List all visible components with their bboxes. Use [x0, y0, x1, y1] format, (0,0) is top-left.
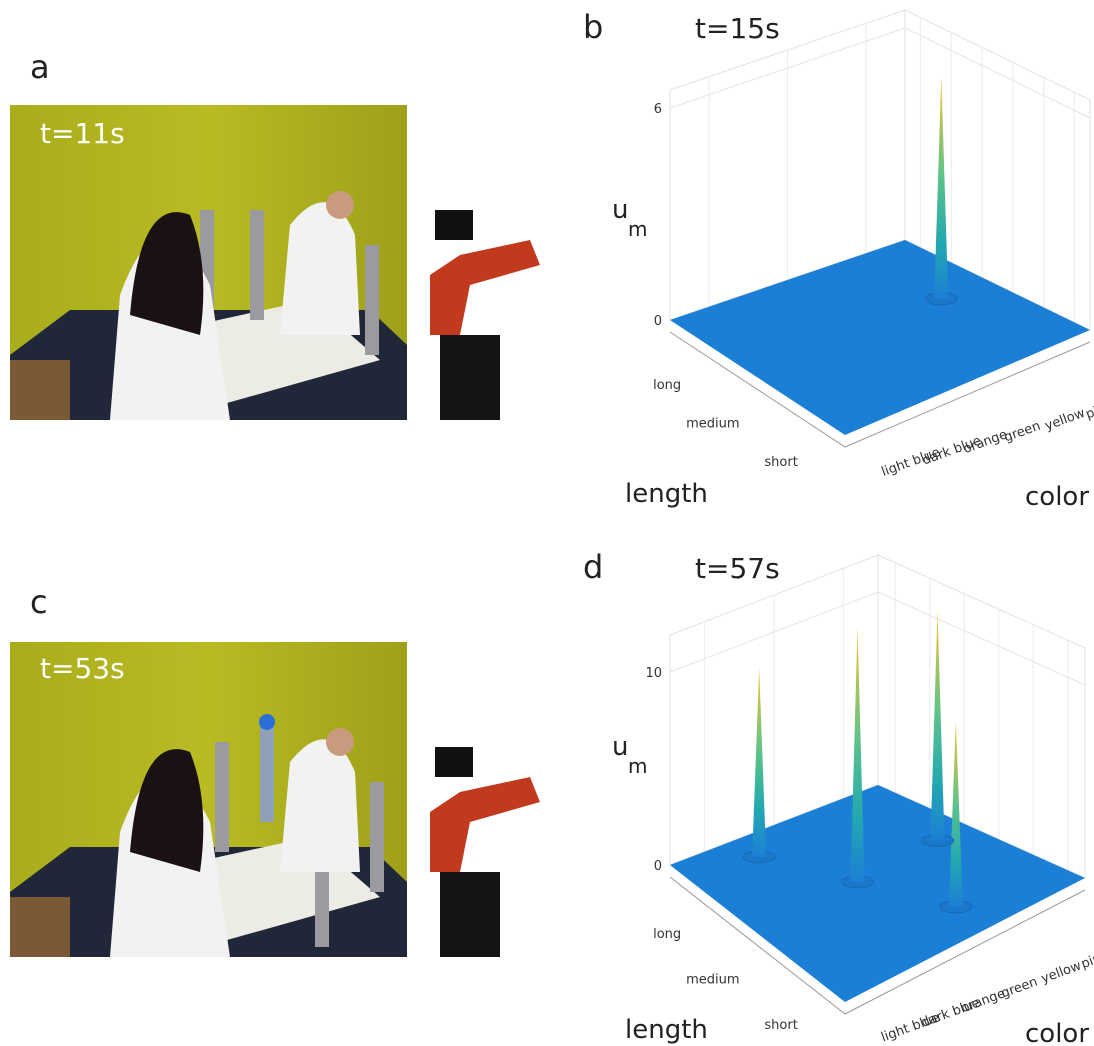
color-axis-title: color — [1025, 1019, 1089, 1046]
photo-time: t=53s — [40, 652, 125, 685]
color-tick-label: green — [1002, 419, 1042, 446]
z-label: u — [612, 195, 628, 225]
color-tick-label: yellow — [1039, 958, 1083, 986]
color-axis-title: color — [1025, 482, 1089, 512]
peak — [931, 611, 945, 841]
length-axis-title: length — [625, 479, 708, 509]
peak — [934, 76, 948, 299]
photo: t=11s — [10, 105, 540, 420]
photo: t=53s — [10, 642, 540, 957]
panel-label: d — [583, 548, 603, 586]
peak — [851, 627, 865, 882]
figure: t=11s t=53s a c 06longmediumshortlight b… — [0, 0, 1094, 1046]
color-tick-label: yellow — [1043, 406, 1087, 434]
length-tick-label: medium — [686, 973, 739, 988]
z-tick-label: 10 — [645, 666, 662, 681]
length-tick-label: long — [653, 378, 681, 393]
panel-label: c — [30, 583, 48, 621]
z-tick-label: 0 — [654, 859, 662, 874]
surface — [670, 785, 1085, 1002]
length-tick-label: long — [653, 927, 681, 942]
color-tick-label: green — [999, 974, 1039, 1001]
z-tick-label: 0 — [654, 314, 662, 329]
z-tick-label: 6 — [654, 102, 662, 117]
photo-time: t=11s — [40, 117, 125, 150]
z-label-sub: m — [628, 754, 647, 778]
panel-label: a — [30, 48, 50, 86]
peak — [752, 668, 766, 857]
panel-label: b — [583, 8, 603, 46]
length-tick-label: short — [764, 1018, 797, 1033]
panel-time: t=15s — [695, 12, 780, 45]
length-axis-title: length — [625, 1015, 708, 1045]
z-label: u — [612, 732, 628, 762]
peak — [949, 722, 963, 907]
z-label-sub: m — [628, 217, 647, 241]
length-tick-label: medium — [686, 417, 739, 432]
surface — [670, 240, 1090, 435]
panel-time: t=57s — [695, 552, 780, 585]
length-tick-label: short — [764, 455, 797, 470]
